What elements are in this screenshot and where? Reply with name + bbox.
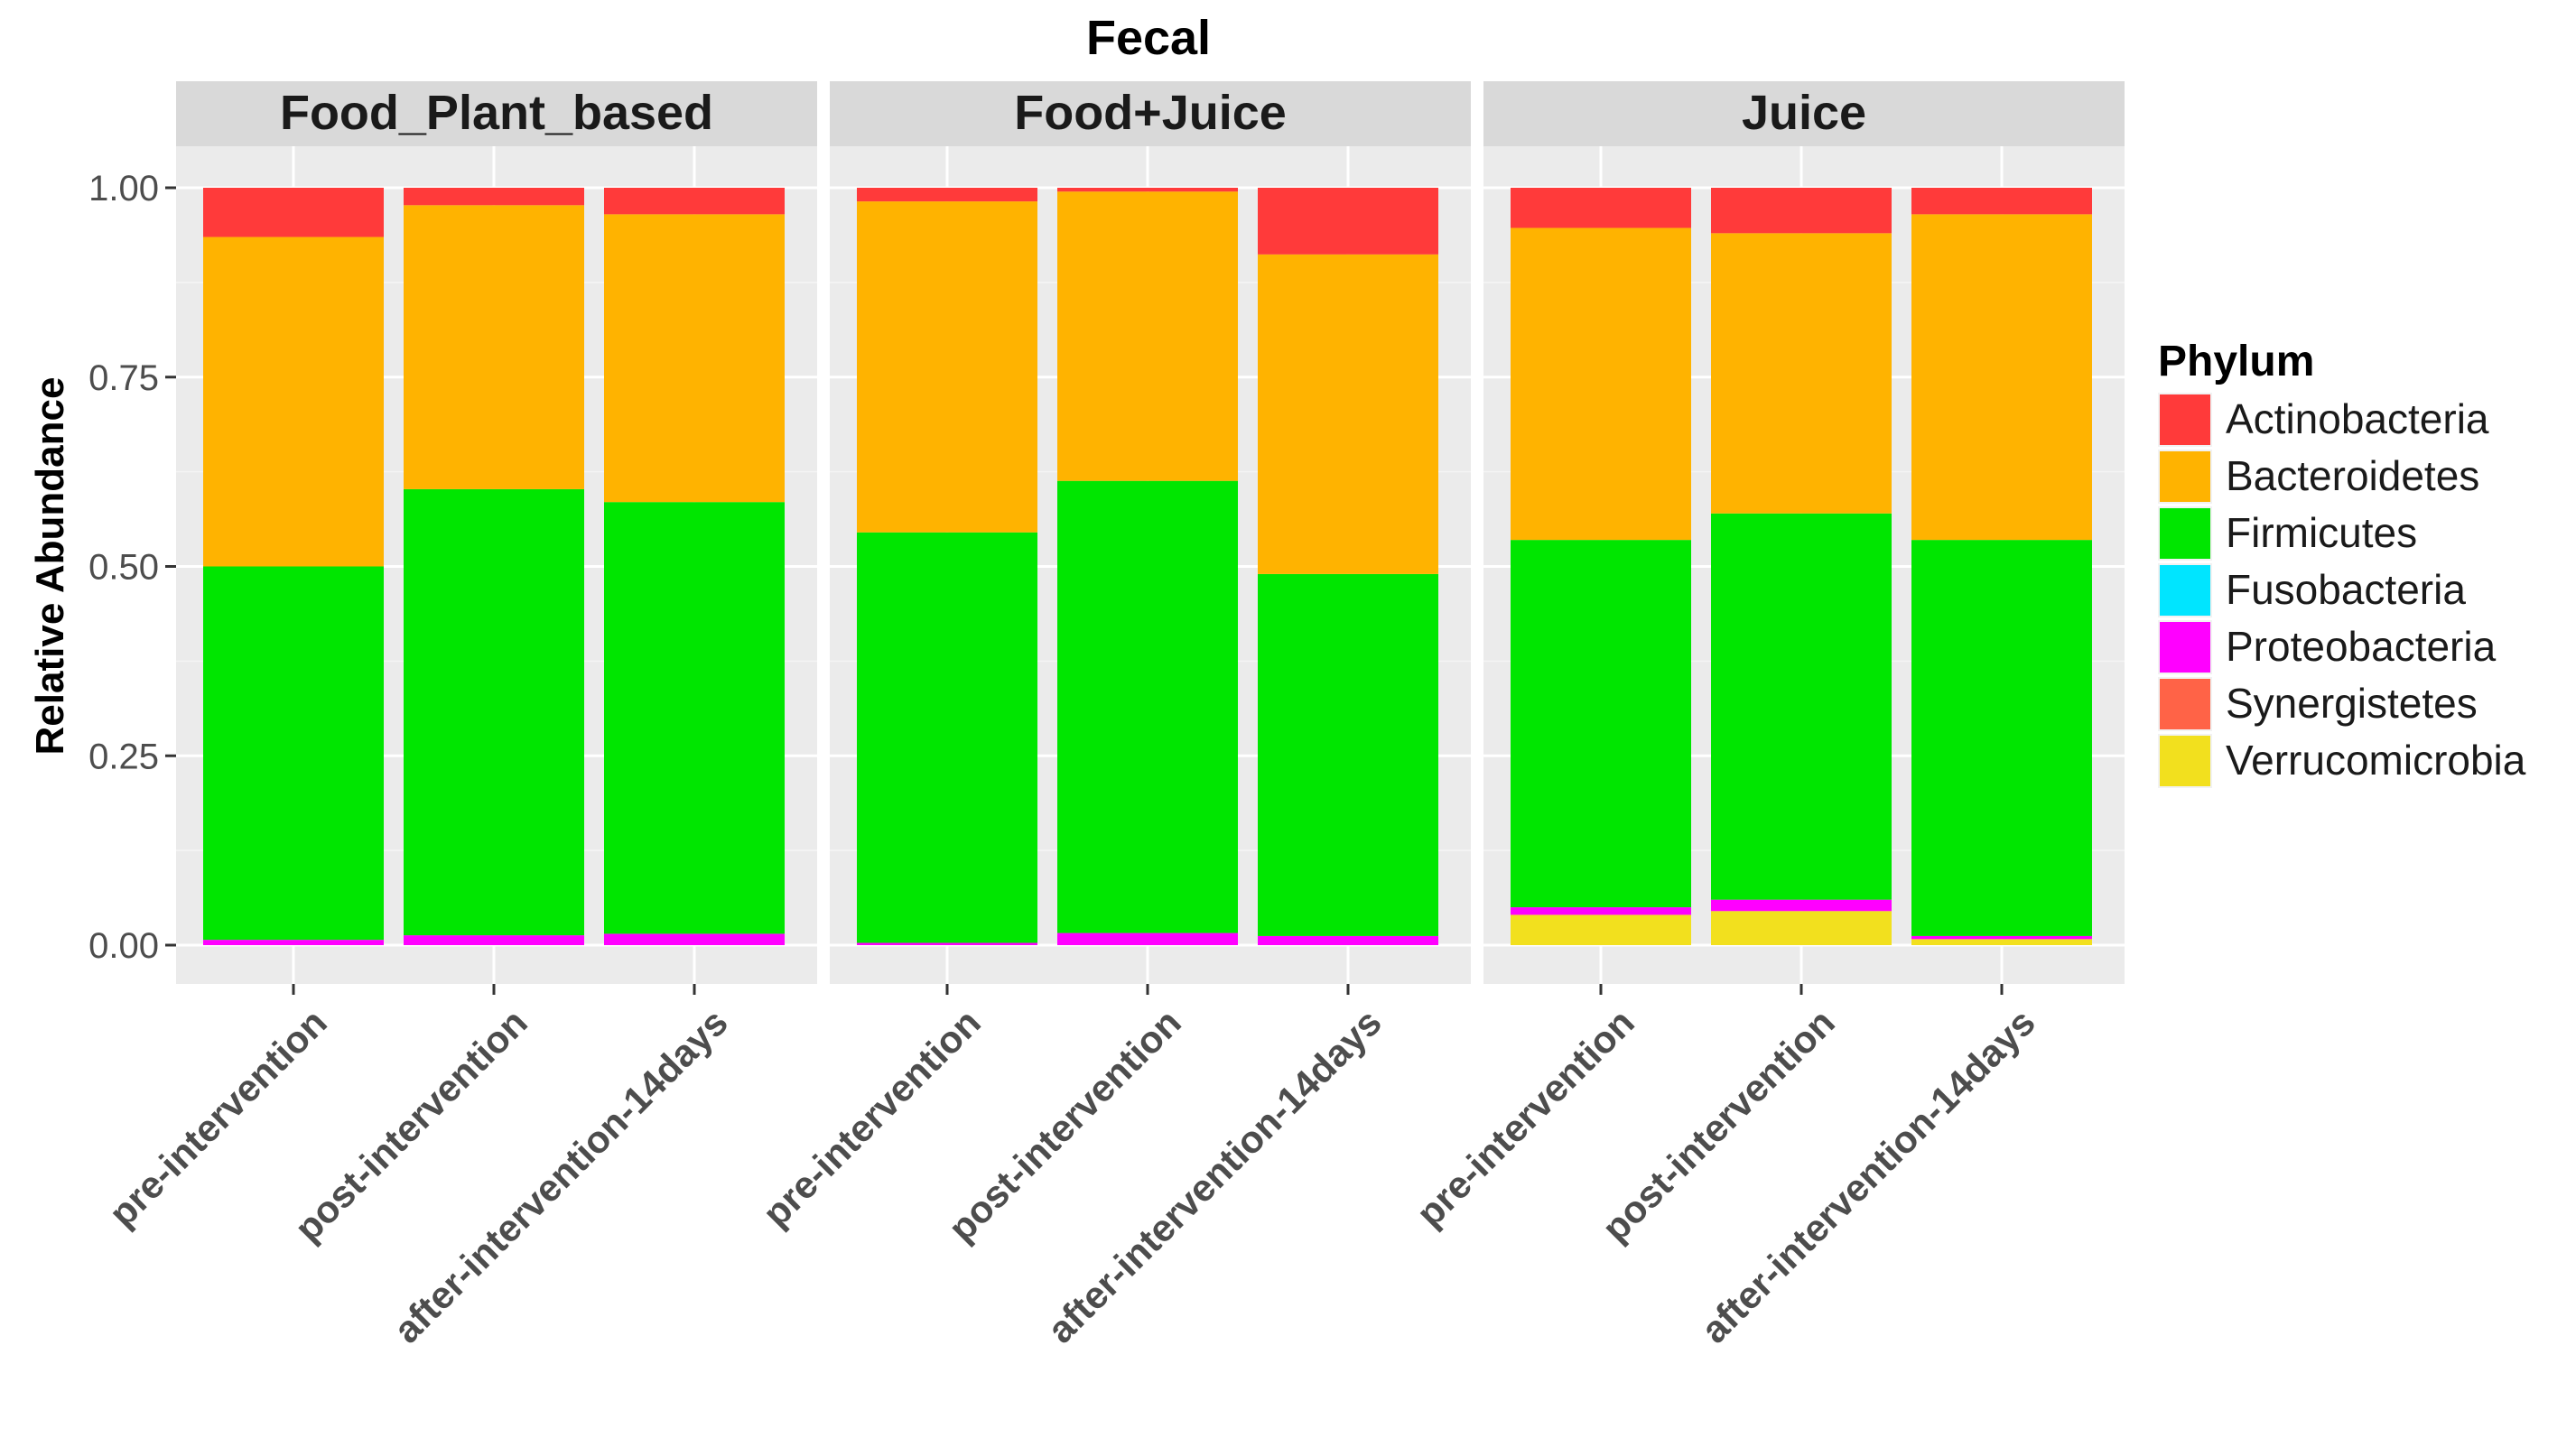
stacked-bar xyxy=(404,188,584,945)
bar-segment-bacteroidetes xyxy=(404,205,584,489)
bar-segment-proteobacteria xyxy=(1511,907,1691,915)
legend-swatch xyxy=(2160,565,2210,616)
bar-segment-firmicutes xyxy=(203,566,384,941)
facet-strip xyxy=(176,81,817,146)
legend-label: Proteobacteria xyxy=(2226,623,2497,670)
bar-segment-proteobacteria xyxy=(203,940,384,945)
legend-swatch xyxy=(2160,451,2210,502)
bar-segment-actinobacteria xyxy=(404,188,584,206)
bar-segment-bacteroidetes xyxy=(203,237,384,567)
bar-segment-firmicutes xyxy=(1057,480,1238,933)
bar-segment-actinobacteria xyxy=(203,188,384,237)
bar-segment-proteobacteria xyxy=(1911,935,2092,940)
legend: Actinobacteria Bacteroidetes Firmicutes Fus… xyxy=(2158,393,2526,788)
legend-title: Phylum xyxy=(2158,338,2314,385)
stacked-bar xyxy=(203,188,384,945)
bar-segment-proteobacteria xyxy=(857,942,1037,945)
bar-segment-actinobacteria xyxy=(1711,188,1892,234)
bar-segment-actinobacteria xyxy=(1511,188,1691,228)
bar-segment-firmicutes xyxy=(1711,513,1892,900)
legend-item: Synergistetes xyxy=(2158,677,2478,731)
stacked-bar xyxy=(1511,188,1691,945)
bar-segment-firmicutes xyxy=(857,532,1037,943)
stacked-bar xyxy=(1258,188,1438,945)
legend-item: Actinobacteria xyxy=(2158,393,2489,447)
bar-segment-proteobacteria xyxy=(1057,932,1238,945)
legend-item: Bacteroidetes xyxy=(2158,450,2479,504)
facet-strip xyxy=(1483,81,2125,146)
facet-strip-label: Food_Plant_based xyxy=(280,86,713,140)
bar-segment-firmicutes xyxy=(1511,540,1691,908)
bar-segment-proteobacteria xyxy=(404,935,584,945)
facet-strip-label: Food+Juice xyxy=(1014,86,1287,140)
legend-label: Firmicutes xyxy=(2226,509,2417,556)
bar-segment-bacteroidetes xyxy=(1711,233,1892,514)
facet-strip-label: Juice xyxy=(1742,86,1866,140)
bar-segment-proteobacteria xyxy=(604,933,785,945)
facet-strip xyxy=(830,81,1471,146)
bar-segment-actinobacteria xyxy=(1057,188,1238,192)
legend-item: Firmicutes xyxy=(2158,506,2417,561)
bar-segment-firmicutes xyxy=(1258,573,1438,936)
bar-segment-proteobacteria xyxy=(1258,935,1438,945)
bar-segment-firmicutes xyxy=(404,488,584,936)
bar-segment-verrucomicrobia xyxy=(1511,914,1691,945)
bar-segment-bacteroidetes xyxy=(1911,214,2092,541)
stacked-bar xyxy=(1911,188,2092,945)
y-tick-label: 0.25 xyxy=(88,737,159,776)
legend-item: Proteobacteria xyxy=(2158,620,2497,674)
y-tick-label: 0.75 xyxy=(88,358,159,398)
legend-swatch xyxy=(2160,736,2210,786)
bar-segment-bacteroidetes xyxy=(1258,254,1438,574)
bar-segment-bacteroidetes xyxy=(604,214,785,503)
legend-label: Bacteroidetes xyxy=(2226,452,2479,499)
legend-swatch xyxy=(2160,679,2210,729)
legend-label: Actinobacteria xyxy=(2226,395,2489,442)
legend-swatch xyxy=(2160,508,2210,559)
bar-segment-actinobacteria xyxy=(1258,188,1438,255)
bar-segment-bacteroidetes xyxy=(857,201,1037,533)
legend-label: Synergistetes xyxy=(2226,680,2478,727)
bar-segment-proteobacteria xyxy=(1711,899,1892,912)
y-tick-label: 0.50 xyxy=(88,548,159,588)
y-axis-label: Relative Abundance xyxy=(28,377,72,756)
legend-swatch xyxy=(2160,394,2210,445)
bar-segment-firmicutes xyxy=(1911,540,2092,936)
bar-segment-firmicutes xyxy=(604,502,785,934)
legend-label: Fusobacteria xyxy=(2226,566,2466,613)
legend-item: Fusobacteria xyxy=(2158,563,2466,617)
bar-segment-verrucomicrobia xyxy=(1911,939,2092,945)
stacked-bar xyxy=(1057,188,1238,945)
bar-segment-actinobacteria xyxy=(604,188,785,215)
chart-title: Fecal xyxy=(1086,11,1211,65)
legend-swatch xyxy=(2160,622,2210,673)
bar-segment-bacteroidetes xyxy=(1057,191,1238,481)
stacked-bar xyxy=(1711,188,1892,945)
stacked-bar xyxy=(604,188,785,945)
bar-segment-actinobacteria xyxy=(1911,188,2092,215)
legend-label: Verrucomicrobia xyxy=(2226,737,2526,784)
y-axis: 0.00 0.25 0.50 0.75 1.00 xyxy=(88,169,176,966)
y-tick-label: 1.00 xyxy=(88,169,159,209)
y-tick-label: 0.00 xyxy=(88,926,159,966)
stacked-bar xyxy=(857,188,1037,945)
legend-item: Verrucomicrobia xyxy=(2158,734,2526,788)
bar-segment-actinobacteria xyxy=(857,188,1037,202)
bar-segment-bacteroidetes xyxy=(1511,227,1691,541)
bar-segment-verrucomicrobia xyxy=(1711,911,1892,945)
